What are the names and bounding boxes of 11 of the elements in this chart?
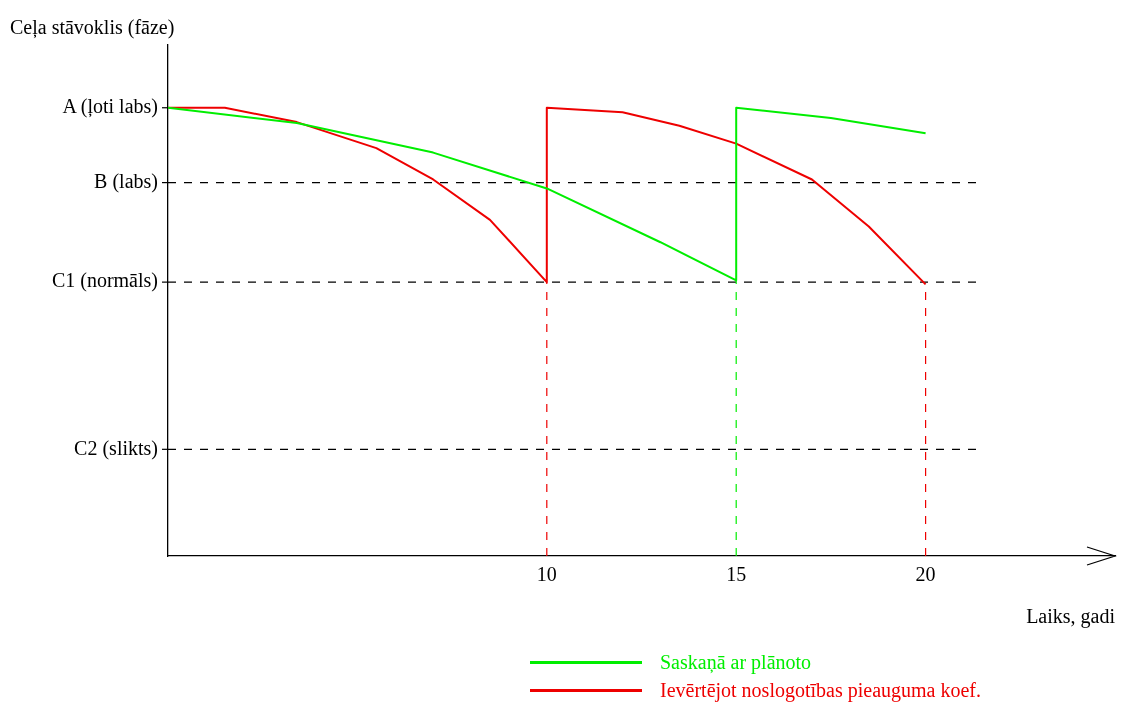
ref-line-label: C1 (normāls) [51, 269, 158, 293]
text: Saskaņā ar plānoto [660, 650, 812, 674]
x-tick-label: 10 [536, 563, 557, 586]
x-tick-label: 15 [726, 563, 747, 586]
y-axis-title: Ceļa stāvoklis (fāze) [10, 16, 175, 40]
x-axis-title: Laiks, gadi [1026, 605, 1116, 629]
ref-line-label: B (labs) [94, 169, 158, 193]
x-tick-label: 20 [915, 563, 936, 586]
ref-line-label: C2 (slikts) [74, 436, 158, 460]
text: Ievērtējot noslogotības pieauguma koef. [660, 678, 982, 702]
annotation: A (ļoti labs) [62, 95, 158, 118]
